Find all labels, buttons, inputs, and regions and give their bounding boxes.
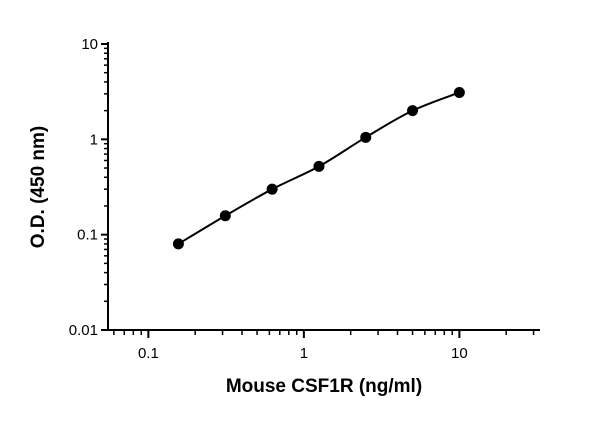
y-tick-label: 0.01 [69,322,98,339]
x-tick-label: 0.1 [138,345,159,362]
x-tick-label: 1 [300,345,308,362]
data-point [172,238,184,250]
data-point [266,183,278,195]
data-point [407,105,419,117]
data-point [313,160,325,172]
y-axis-title: O.D. (450 nm) [28,126,49,248]
data-points [172,86,465,250]
x-axis-ticks: 0.1 1 10 [113,330,535,362]
x-tick-label: 10 [451,345,468,362]
data-point [219,210,231,222]
y-tick-label: 0.1 [77,227,98,244]
y-tick-label: 1 [90,131,98,148]
data-point [360,131,372,143]
axes [107,42,540,331]
x-axis-title: Mouse CSF1R (ng/ml) [226,376,422,397]
data-point [453,86,465,98]
y-tick-label: 10 [81,36,98,53]
y-axis-ticks: 0.01 0.1 1 10 [69,36,108,339]
